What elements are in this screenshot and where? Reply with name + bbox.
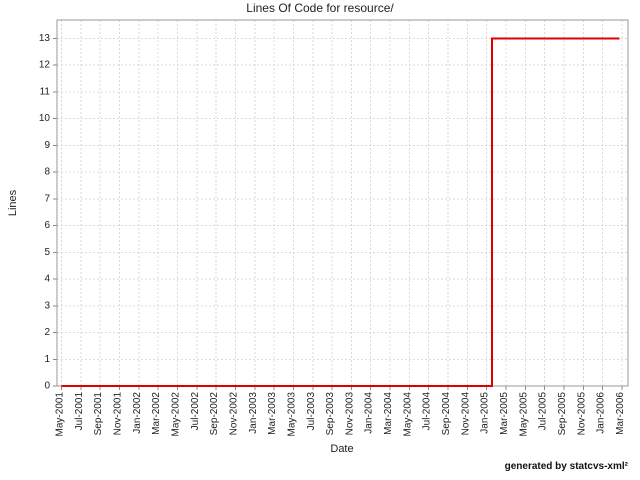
y-tick-label: 3 xyxy=(44,300,50,311)
x-tick-label: May-2002 xyxy=(171,392,182,437)
x-tick-label: Nov-2005 xyxy=(576,392,587,436)
x-tick-label: Jul-2003 xyxy=(306,392,317,431)
x-tick-label: Mar-2003 xyxy=(267,392,278,435)
y-axis-title: Lines xyxy=(7,189,19,217)
chart-title: Lines Of Code for resource/ xyxy=(246,1,394,15)
x-tick-label: May-2004 xyxy=(402,392,413,437)
credit-text: generated by statcvs-xml² xyxy=(504,461,628,472)
x-tick-label: May-2001 xyxy=(55,392,66,437)
x-tick-label: Jan-2004 xyxy=(364,392,375,434)
y-tick-label: 10 xyxy=(39,113,51,124)
y-tick-label: 5 xyxy=(44,247,50,258)
x-tick-label: Jan-2005 xyxy=(480,392,491,434)
y-tick-label: 9 xyxy=(44,140,50,151)
x-tick-label: Jul-2005 xyxy=(538,392,549,431)
y-tick-label: 8 xyxy=(44,167,50,178)
x-tick-label: Sep-2003 xyxy=(325,392,336,436)
x-tick-label: Jul-2002 xyxy=(190,392,201,431)
x-tick-label: Mar-2006 xyxy=(615,392,626,435)
y-tick-label: 7 xyxy=(44,193,50,204)
x-tick-label: Mar-2002 xyxy=(151,392,162,435)
x-tick-label: Jan-2002 xyxy=(132,392,143,434)
x-tick-label: Sep-2002 xyxy=(209,392,220,436)
x-tick-label: Nov-2001 xyxy=(113,392,124,436)
x-tick-label: Sep-2004 xyxy=(441,392,452,436)
x-tick-label: Nov-2003 xyxy=(344,392,355,436)
x-tick-label: Sep-2005 xyxy=(557,392,568,436)
x-tick-label: Sep-2001 xyxy=(93,392,104,436)
y-tick-label: 11 xyxy=(40,86,51,97)
x-axis-title: Date xyxy=(330,443,354,455)
x-tick-label: Nov-2004 xyxy=(460,392,471,436)
loc-series-line xyxy=(61,37,620,387)
x-tick-label: Jan-2003 xyxy=(248,392,259,434)
x-tick-label: May-2005 xyxy=(518,392,529,437)
x-tick-label: Mar-2005 xyxy=(499,392,510,435)
y-tick-label: 12 xyxy=(39,60,51,71)
y-tick-label: 2 xyxy=(44,327,50,338)
y-tick-label: 0 xyxy=(44,381,50,392)
y-tick-label: 4 xyxy=(44,274,50,285)
x-tick-label: May-2003 xyxy=(286,392,297,437)
x-tick-label: Nov-2002 xyxy=(228,392,239,436)
plot-border xyxy=(56,19,629,387)
x-tick-label: Jan-2006 xyxy=(596,392,607,434)
x-tick-label: Mar-2004 xyxy=(383,392,394,435)
x-tick-label: Jul-2001 xyxy=(74,392,85,431)
y-tick-label: 6 xyxy=(44,220,50,231)
y-tick-label: 13 xyxy=(39,33,51,44)
y-tick-label: 1 xyxy=(44,354,50,365)
x-tick-label: Jul-2004 xyxy=(422,392,433,431)
